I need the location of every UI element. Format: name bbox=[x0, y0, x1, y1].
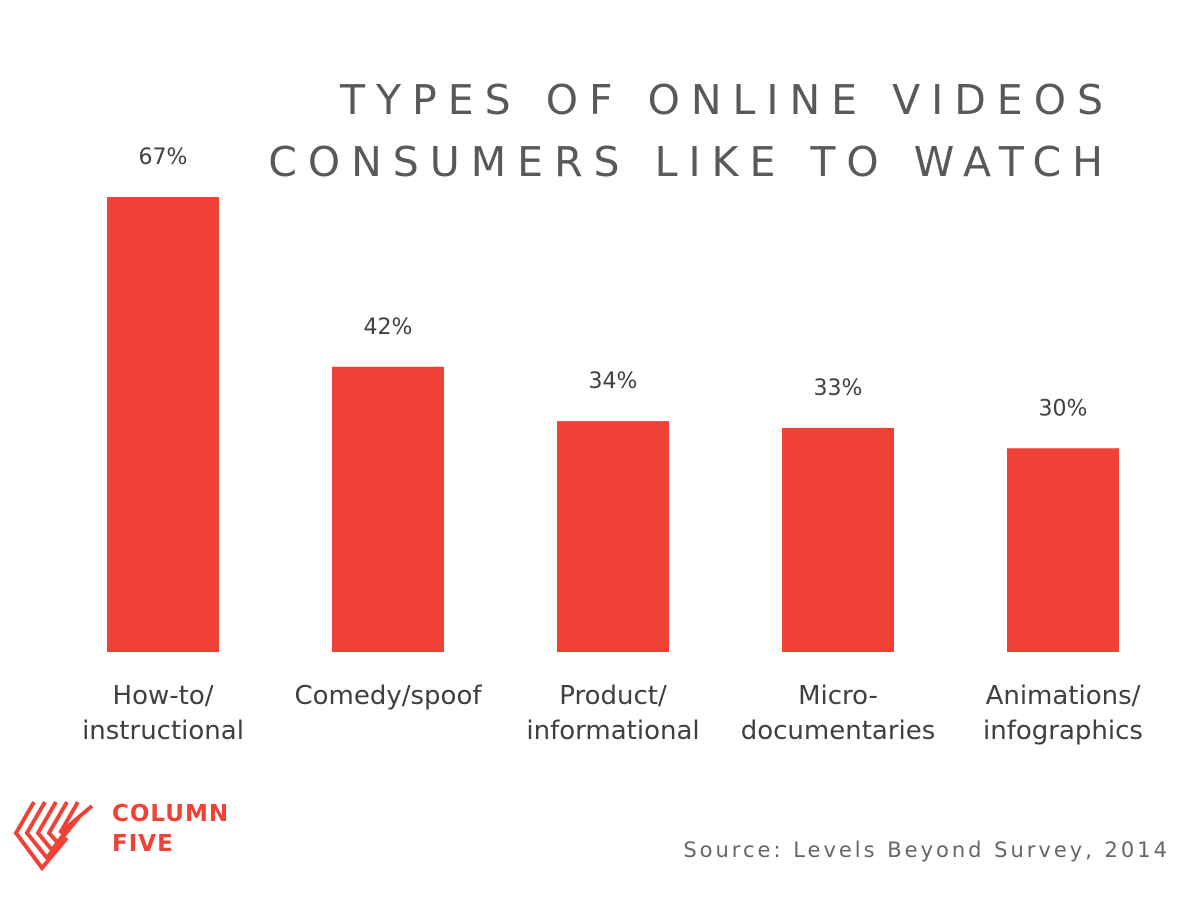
category-label-1-line-1: How-to/ bbox=[113, 681, 214, 711]
category-label-3-line-1: Product/ bbox=[559, 681, 667, 711]
source-note: Source: Levels Beyond Survey, 2014 bbox=[683, 838, 1170, 862]
category-label-5-line-1: Animations/ bbox=[986, 681, 1141, 711]
category-label-4-line-1: Micro- bbox=[798, 681, 878, 711]
bar-4 bbox=[782, 427, 894, 652]
bar-value-label-3: 34% bbox=[589, 369, 638, 394]
bar-value-label-4: 33% bbox=[814, 376, 863, 401]
bar-1 bbox=[107, 197, 219, 652]
bar-2 bbox=[332, 366, 444, 652]
bar-value-label-1: 67% bbox=[139, 145, 188, 170]
bar-value-label-2: 42% bbox=[364, 315, 413, 340]
brand-name-line-1: COLUMN bbox=[112, 801, 230, 827]
category-label-3-line-2: informational bbox=[526, 716, 699, 746]
category-label-5-line-2: infographics bbox=[983, 716, 1143, 746]
column-five-chevron-logo-icon bbox=[13, 800, 94, 872]
category-label-1-line-2: instructional bbox=[82, 716, 244, 746]
bar-value-label-5: 30% bbox=[1039, 396, 1088, 421]
chart-title-line-1: TYPES OF ONLINE VIDEOS bbox=[339, 76, 1114, 124]
bar-3 bbox=[557, 421, 669, 652]
brand-name-line-2: FIVE bbox=[112, 831, 174, 857]
category-label-4-line-2: documentaries bbox=[741, 716, 936, 746]
chart-title-line-2: CONSUMERS LIKE TO WATCH bbox=[268, 138, 1114, 186]
bar-5 bbox=[1007, 448, 1119, 652]
category-label-2-line-1: Comedy/spoof bbox=[294, 681, 482, 711]
